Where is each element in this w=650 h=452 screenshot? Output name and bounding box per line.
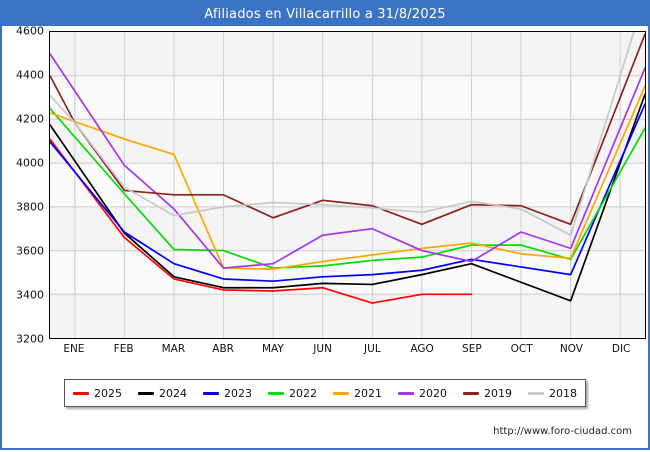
y-axis-tick-3800: 3800 [16, 200, 44, 214]
legend-swatch-icon-2025 [73, 391, 89, 395]
legend-label: 2021 [354, 386, 382, 400]
chart-legend[interactable]: 2025 2024 2023 2022 2021 2020 2019 2018 [64, 379, 586, 407]
x-axis-tick-oct: OCT [510, 343, 533, 355]
x-axis-tick-dic: DIC [611, 343, 631, 355]
x-axis-tick-feb: FEB [113, 343, 134, 355]
y-axis-tick-3200: 3200 [16, 332, 44, 346]
x-axis-tick-jul: JUL [364, 343, 381, 355]
legend-swatch-icon-2020 [398, 391, 414, 395]
x-axis-tick-mar: MAR [161, 343, 186, 355]
plot-area: FORO-CIUDAD.COM [49, 31, 646, 339]
legend-item-2022[interactable]: 2022 [268, 387, 317, 400]
legend-label: 2023 [224, 386, 252, 400]
x-axis-tick-abr: ABR [212, 343, 234, 355]
y-axis-tick-4400: 4400 [16, 68, 44, 82]
legend-swatch-icon-2022 [268, 391, 284, 395]
y-axis-tick-4600: 4600 [16, 24, 44, 38]
x-axis-tick-jun: JUN [313, 343, 332, 355]
y-axis-tick-3600: 3600 [16, 244, 44, 258]
source-url: http://www.foro-ciudad.com [493, 426, 632, 437]
legend-swatch-icon-2021 [333, 391, 349, 395]
legend-item-2021[interactable]: 2021 [333, 387, 382, 400]
x-axis-tick-ago: AGO [410, 343, 434, 355]
legend-label: 2019 [484, 386, 512, 400]
legend-label: 2022 [289, 386, 317, 400]
legend-item-2019[interactable]: 2019 [463, 387, 512, 400]
legend-swatch-icon-2023 [203, 391, 219, 395]
legend-item-2023[interactable]: 2023 [203, 387, 252, 400]
legend-label: 2018 [549, 386, 577, 400]
y-axis-tick-4200: 4200 [16, 112, 44, 126]
page-title: Afiliados en Villacarrillo a 31/8/2025 [204, 6, 446, 22]
legend-swatch-icon-2018 [528, 391, 544, 395]
legend-label: 2020 [419, 386, 447, 400]
x-axis-tick-ene: ENE [63, 343, 85, 355]
window-title-bar: Afiliados en Villacarrillo a 31/8/2025 [2, 2, 648, 26]
x-axis-tick-nov: NOV [559, 343, 583, 355]
legend-item-2018[interactable]: 2018 [528, 387, 577, 400]
legend-swatch-icon-2019 [463, 391, 479, 395]
x-axis-tick-sep: SEP [462, 343, 482, 355]
grid-lines [50, 32, 645, 338]
x-axis-tick-may: MAY [261, 343, 284, 355]
series-lines [50, 32, 645, 304]
legend-label: 2025 [94, 386, 122, 400]
legend-item-2024[interactable]: 2024 [138, 387, 187, 400]
legend-swatch-icon-2024 [138, 391, 154, 395]
legend-item-2025[interactable]: 2025 [73, 387, 122, 400]
legend-item-2020[interactable]: 2020 [398, 387, 447, 400]
legend-label: 2024 [159, 386, 187, 400]
y-axis-tick-4000: 4000 [16, 156, 44, 170]
y-axis-tick-3400: 3400 [16, 288, 44, 302]
